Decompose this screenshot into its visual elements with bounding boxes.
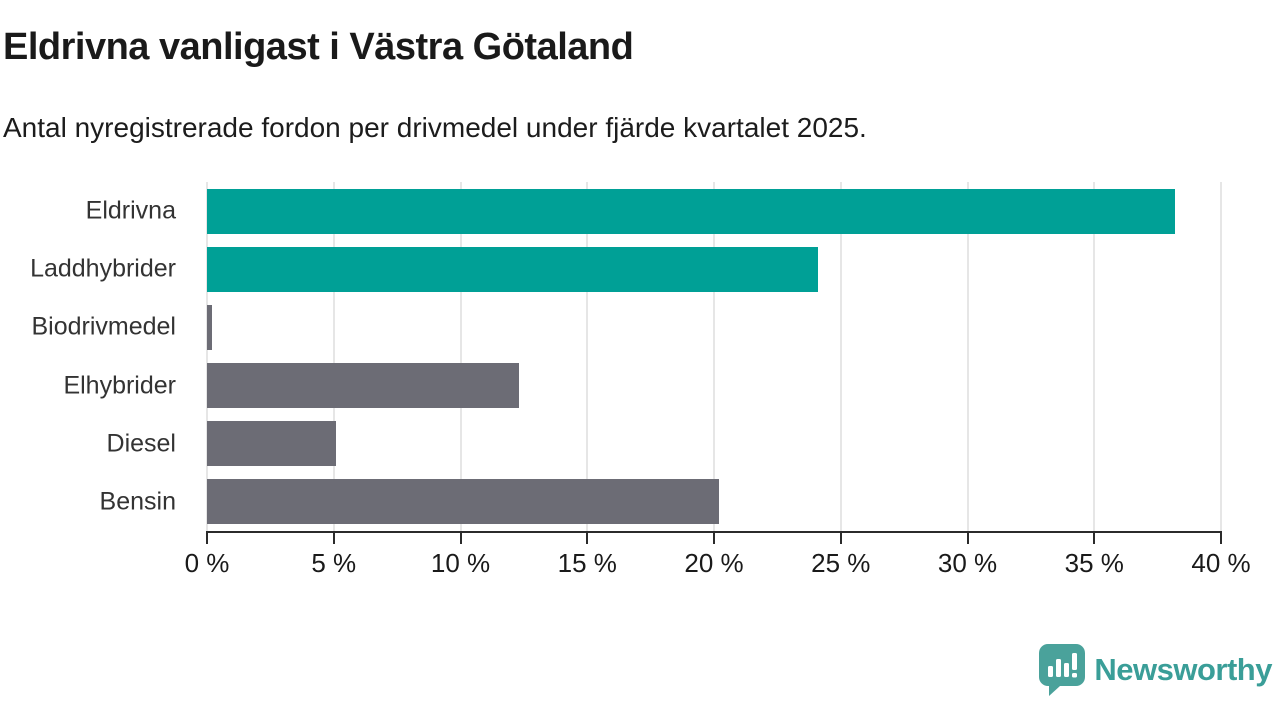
- gridline-0: [206, 182, 208, 531]
- speech-bubble-bar-chart-icon: [1039, 644, 1086, 696]
- category-label-laddhybrider: Laddhybrider: [30, 254, 176, 283]
- chart-subtitle: Antal nyregistrerade fordon per drivmede…: [3, 112, 867, 143]
- x-tick-20: [713, 533, 715, 544]
- x-tick-5: [332, 533, 335, 544]
- x-tick-label-25: 25 %: [811, 548, 871, 578]
- x-tick-25: [839, 533, 842, 544]
- plot-area: [206, 182, 1222, 531]
- x-axis-line: [206, 531, 1222, 533]
- gridline-25: [839, 182, 842, 531]
- bar-eldrivna: [207, 188, 1176, 234]
- x-tick-label-5: 5 %: [311, 548, 357, 578]
- category-label-elhybrider: Elhybrider: [63, 371, 176, 400]
- category-label-bensin: Bensin: [99, 487, 176, 516]
- x-tick-15: [586, 533, 589, 544]
- gridline-5: [332, 182, 335, 531]
- x-tick-label-35: 35 %: [1064, 548, 1124, 578]
- newsworthy-logo: Newsworthy: [1039, 644, 1272, 696]
- gridline-15: [586, 182, 589, 531]
- x-tick-label-10: 10 %: [430, 548, 491, 578]
- gridline-30: [966, 182, 969, 531]
- bar-biodrivmedel: [207, 304, 213, 350]
- bar-elhybrider: [207, 363, 519, 409]
- gridline-40: [1220, 182, 1222, 531]
- bar-diesel: [207, 421, 337, 467]
- x-tick-40: [1220, 533, 1222, 544]
- x-tick-label-40: 40 %: [1191, 548, 1251, 578]
- bar-laddhybrider: [207, 246, 818, 292]
- category-label-diesel: Diesel: [106, 429, 176, 458]
- gridline-10: [459, 182, 462, 531]
- gridline-35: [1093, 182, 1096, 531]
- x-tick-30: [966, 533, 969, 544]
- logo-wordmark: Newsworthy: [1094, 652, 1272, 687]
- gridline-20: [713, 182, 715, 531]
- category-axis: Eldrivna Laddhybrider Biodrivmedel Elhybrid…: [0, 182, 192, 531]
- category-label-eldrivna: Eldrivna: [85, 196, 176, 225]
- bar-bensin: [207, 479, 720, 525]
- x-tick-10: [459, 533, 462, 544]
- x-tick-label-30: 30 %: [937, 548, 998, 578]
- x-tick-label-15: 15 %: [557, 548, 617, 578]
- x-tick-label-0: 0 %: [184, 548, 230, 578]
- category-label-biodrivmedel: Biodrivmedel: [31, 312, 176, 341]
- x-tick-35: [1093, 533, 1096, 544]
- page-title: Eldrivna vanligast i Västra Götaland: [3, 26, 634, 68]
- x-tick-label-20: 20 %: [684, 548, 744, 578]
- x-tick-0: [206, 533, 208, 544]
